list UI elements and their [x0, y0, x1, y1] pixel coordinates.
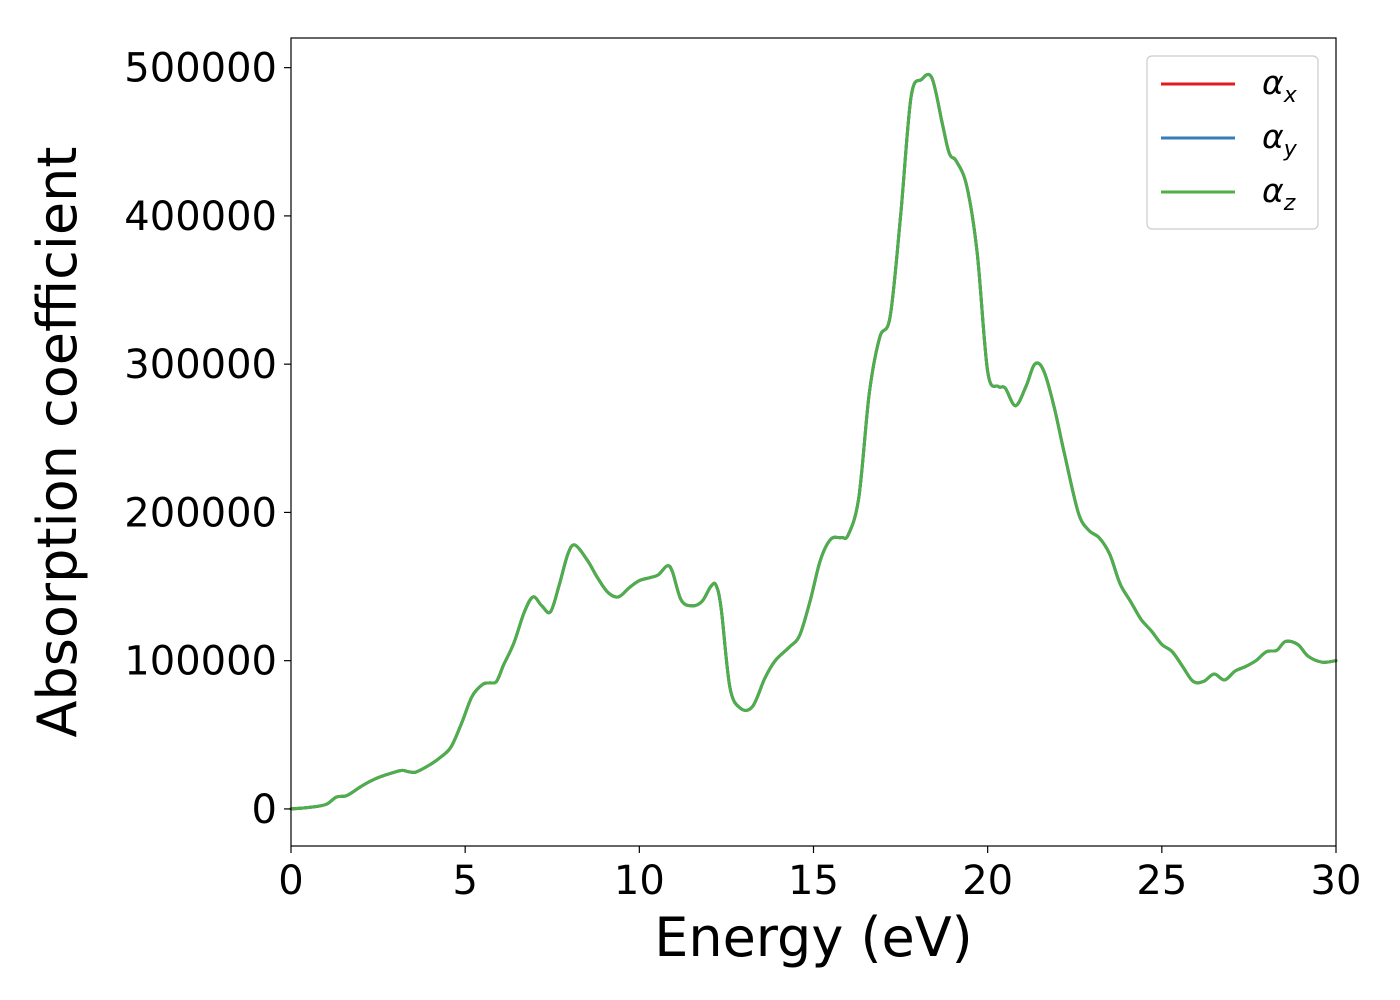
y-tick-label: 400000 [124, 194, 277, 240]
legend-alpha: α [1262, 117, 1284, 156]
x-axis-label: Energy (eV) [654, 906, 973, 969]
x-tick-label: 0 [278, 858, 303, 904]
y-tick-label: 300000 [124, 342, 277, 388]
legend-subscript: y [1283, 137, 1298, 162]
y-axis-ticks: 0 100000 200000 300000 400000 500000 [124, 46, 291, 833]
x-tick-label: 25 [1136, 858, 1187, 904]
legend-alpha: α [1262, 63, 1284, 102]
legend-box [1146, 55, 1319, 230]
x-axis-ticks: 0 5 10 15 20 25 30 [278, 846, 1361, 904]
x-tick-label: 10 [614, 858, 665, 904]
legend-subscript: x [1283, 83, 1298, 108]
y-axis-label: Absorption coefficient [26, 147, 89, 738]
x-tick-label: 20 [962, 858, 1013, 904]
y-tick-label: 100000 [124, 639, 277, 685]
y-tick-label: 200000 [124, 490, 277, 536]
x-tick-label: 5 [452, 858, 477, 904]
x-tick-label: 30 [1311, 858, 1362, 904]
legend-alpha: α [1262, 171, 1284, 210]
legend-subscript: z [1283, 191, 1296, 216]
legend-label-z: αz [1262, 171, 1296, 216]
y-tick-label: 500000 [124, 46, 277, 92]
legend-label-y: αy [1262, 117, 1298, 162]
legend-label-x: αx [1262, 63, 1298, 108]
series-line-z [289, 72, 1338, 811]
x-tick-label: 15 [788, 858, 839, 904]
y-tick-label: 0 [252, 787, 277, 833]
series-layer [289, 72, 1338, 811]
